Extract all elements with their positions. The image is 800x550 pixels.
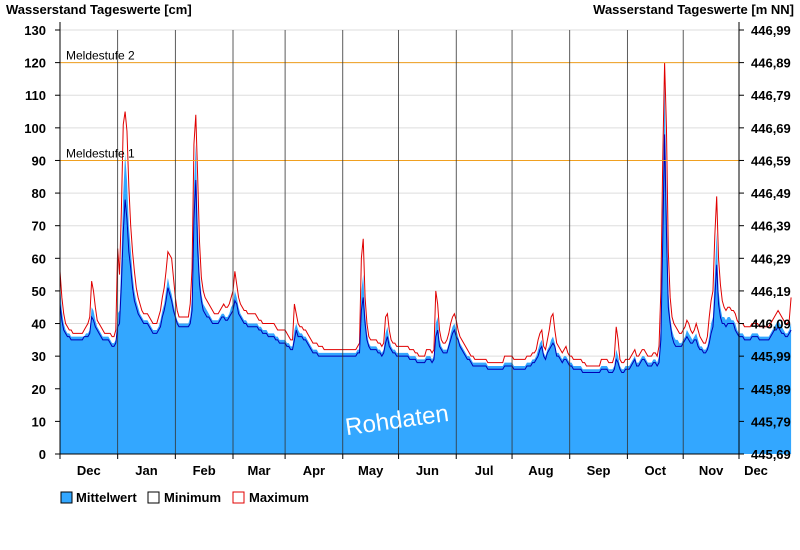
y-tick-label-right: 446,39 xyxy=(751,219,791,234)
y-tick-label-right: 446,29 xyxy=(751,251,791,266)
legend-label-mean: Mittelwert xyxy=(76,490,137,505)
y-tick-label-left: 70 xyxy=(32,219,46,234)
legend: Mittelwert Minimum Maximum xyxy=(60,490,309,505)
series-area-layer xyxy=(59,62,792,455)
y-tick-label-left: 40 xyxy=(32,317,46,332)
legend-label-max: Maximum xyxy=(249,490,309,505)
y-tick-label-right: 446,59 xyxy=(751,153,791,168)
series-min-line xyxy=(59,134,792,373)
y-tick-label-right: 445,89 xyxy=(751,382,791,397)
y-tick-label-left: 120 xyxy=(24,56,46,71)
y-tick-label-left: 10 xyxy=(32,414,46,429)
legend-swatch-mean xyxy=(60,491,73,504)
legend-item-min: Minimum xyxy=(147,490,221,505)
threshold-label-2: Meldestufe 1 xyxy=(66,146,135,160)
y-tick-label-right: 446,79 xyxy=(751,88,791,103)
x-tick-label: Jan xyxy=(135,463,157,478)
y-tick-label-right: 446,99 xyxy=(751,23,791,38)
y-tick-label-left: 0 xyxy=(39,447,46,462)
y-tick-label-left: 110 xyxy=(25,88,46,103)
legend-item-max: Maximum xyxy=(232,490,309,505)
x-tick-label: Dec xyxy=(77,463,101,478)
legend-swatch-min xyxy=(147,491,160,504)
y-tick-label-left: 30 xyxy=(32,349,46,364)
x-tick-label: Aug xyxy=(528,463,553,478)
y-tick-label-left: 20 xyxy=(32,382,46,397)
x-tick-label: Oct xyxy=(644,463,666,478)
legend-label-min: Minimum xyxy=(164,490,221,505)
month-separators xyxy=(117,30,684,454)
y-tick-label-right: 446,49 xyxy=(751,186,791,201)
y-tick-label-right: 446,09 xyxy=(751,317,791,332)
y-tick-label-left: 80 xyxy=(32,186,46,201)
y-tick-label-right: 445,99 xyxy=(751,349,791,364)
x-tick-label: Nov xyxy=(699,463,724,478)
x-tick-label: Mar xyxy=(247,463,270,478)
threshold-layer: Meldestufe 2 Meldestufe 1 xyxy=(60,49,739,161)
legend-item-mean: Mittelwert xyxy=(60,490,137,505)
series-mean-area xyxy=(60,78,792,455)
y-tick-label-left: 100 xyxy=(24,121,46,136)
title-right: Wasserstand Tageswerte [m NN] xyxy=(593,2,794,17)
threshold-label-1: Meldestufe 2 xyxy=(66,49,135,63)
axes: 0 445,69 10 445,79 20 445,89 30 445,99 40 446,09 5… xyxy=(24,22,791,478)
y-tick-label-left: 60 xyxy=(32,251,46,266)
x-tick-label: Jul xyxy=(475,463,494,478)
y-tick-label-left: 50 xyxy=(32,284,46,299)
y-tick-label-right: 446,69 xyxy=(751,121,791,136)
y-tick-label-left: 130 xyxy=(24,23,46,38)
y-tick-label-right: 446,19 xyxy=(751,284,791,299)
y-tick-label-right: 445,79 xyxy=(751,414,791,429)
y-tick-label-left: 90 xyxy=(32,153,46,168)
legend-swatch-max xyxy=(232,491,245,504)
x-tick-label: May xyxy=(358,463,384,478)
y-tick-label-right: 445,69 xyxy=(751,447,791,462)
x-tick-label: Sep xyxy=(587,463,611,478)
x-tick-label: Feb xyxy=(193,463,216,478)
x-tick-label: Jun xyxy=(416,463,439,478)
y-tick-label-right: 446,89 xyxy=(751,56,791,71)
series-max-line xyxy=(59,62,792,367)
title-left: Wasserstand Tageswerte [cm] xyxy=(6,2,192,17)
x-tick-label: Apr xyxy=(303,463,325,478)
x-tick-label: Dec xyxy=(744,463,768,478)
